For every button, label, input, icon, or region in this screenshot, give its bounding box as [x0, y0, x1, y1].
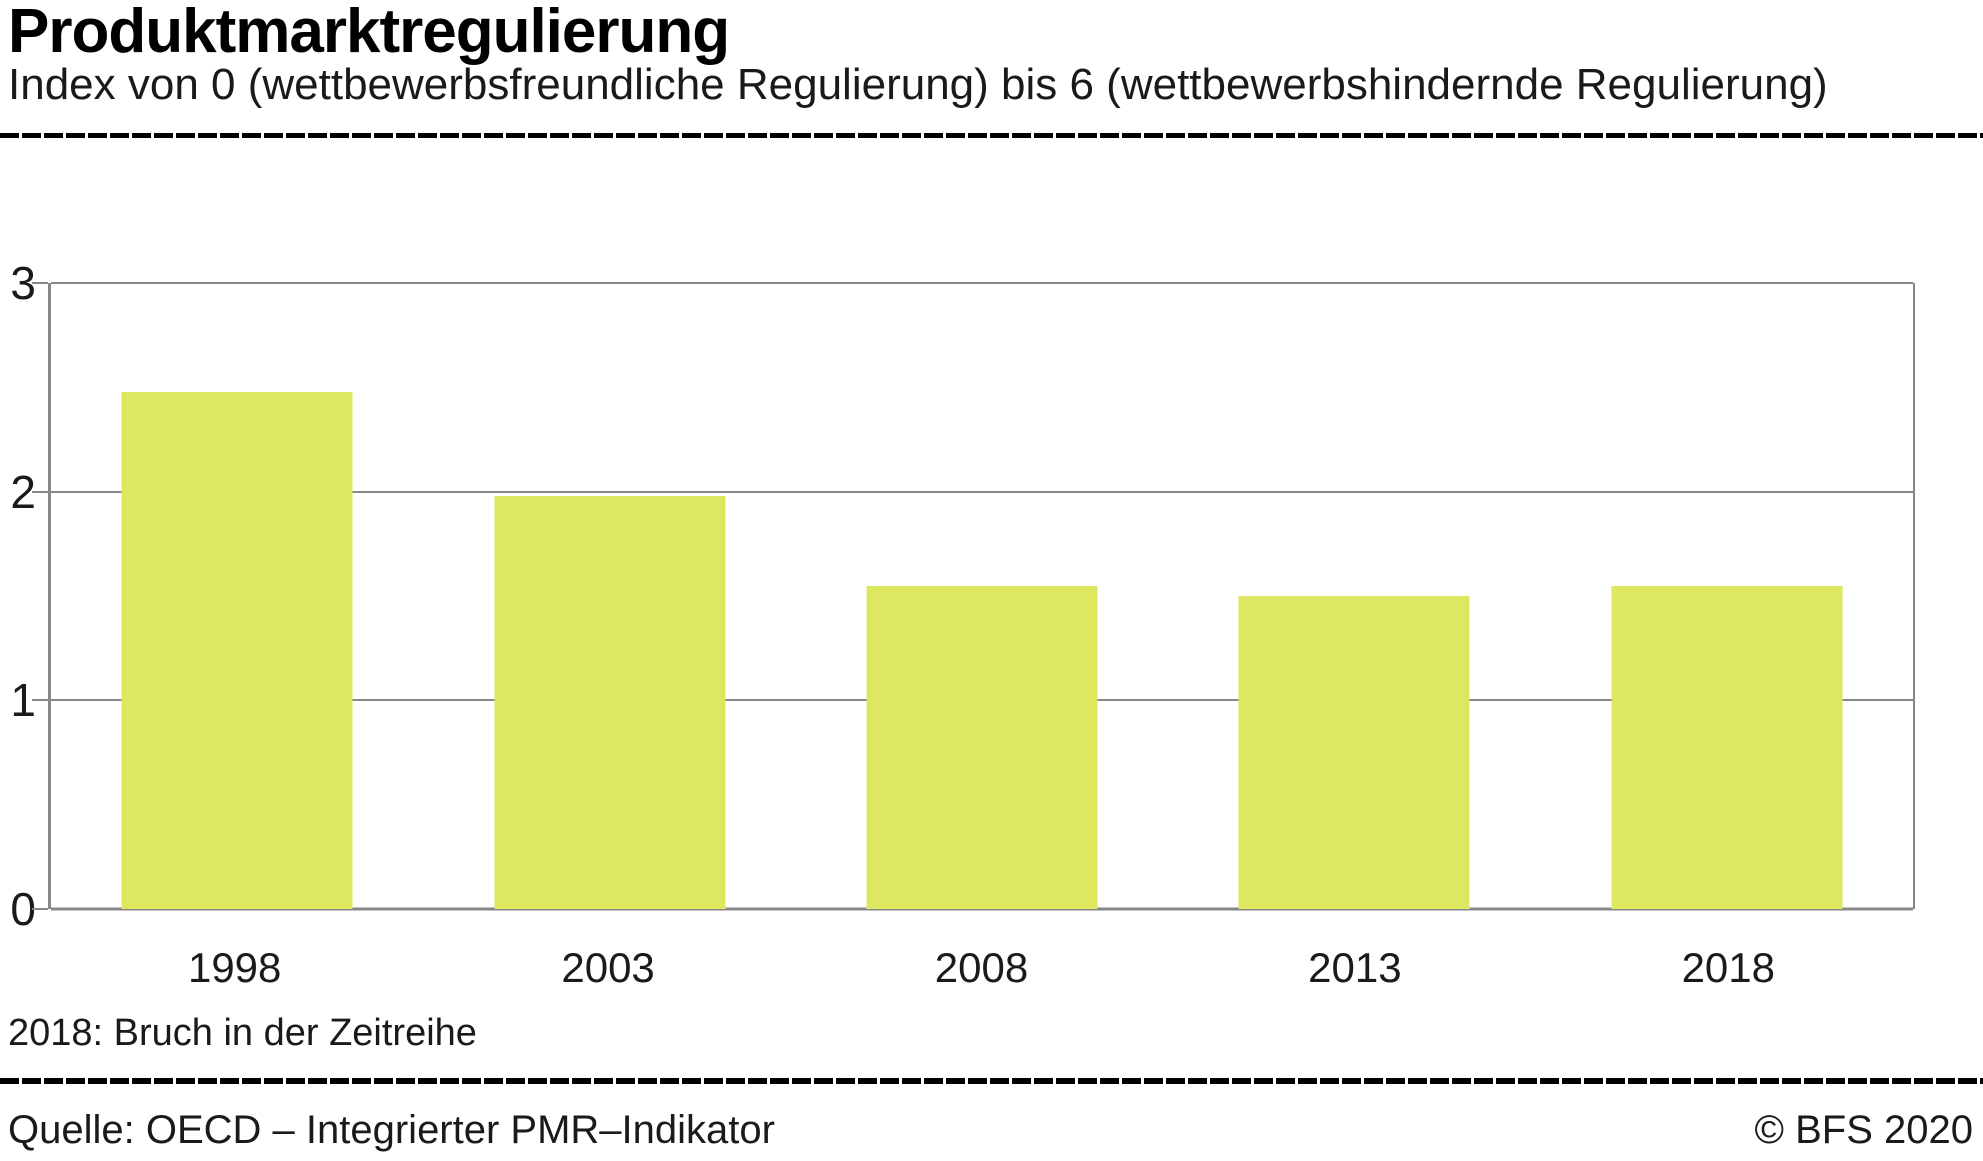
x-axis-baseline [51, 907, 1913, 911]
bar-slot [1541, 283, 1913, 909]
x-tick-label-2003: 2003 [561, 944, 655, 991]
x-tick-label-2013: 2013 [1308, 944, 1402, 991]
x-tick-label-2008: 2008 [934, 944, 1029, 991]
source-note: Quelle: OECD – Integrierter PMR–Indikato… [8, 1108, 775, 1152]
bar-2008 [866, 585, 1098, 909]
bar-1998 [121, 391, 353, 909]
bar-2018 [1611, 585, 1843, 909]
chart-footnote: 2018: Bruch in der Zeitreihe [8, 1012, 477, 1054]
y-axis-tick [32, 699, 48, 702]
top-divider-line [0, 133, 1983, 138]
bar-slot [51, 283, 423, 909]
x-axis-labels: 1998 2003 2008 2013 2018 [48, 944, 1915, 994]
copyright-note: © BFS 2020 [1754, 1108, 1973, 1152]
bar-slot [796, 283, 1168, 909]
gridline [51, 490, 1913, 493]
y-tick-label: 2 [10, 465, 36, 518]
bottom-divider-line [0, 1078, 1983, 1084]
bar-2013 [1238, 596, 1470, 909]
page-subtitle: Index von 0 (wettbewerbsfreundliche Regu… [8, 60, 1828, 109]
gridline [51, 282, 1913, 284]
bar-2003 [494, 495, 726, 909]
y-tick-label: 0 [10, 883, 36, 935]
y-axis-tick [32, 490, 48, 493]
y-tick-label: 3 [10, 257, 36, 309]
plot-area [32, 282, 1915, 911]
y-axis-tick [32, 908, 48, 910]
bar-slot [1168, 283, 1540, 909]
y-axis-labels: 0 1 2 3 [0, 260, 36, 932]
y-tick-label: 1 [10, 674, 36, 727]
x-tick-label-2018: 2018 [1681, 944, 1775, 991]
y-axis-tick [32, 282, 48, 284]
bar-slot [423, 283, 795, 909]
page-title: Produktmarktregulierung [8, 0, 730, 66]
x-tick-label-1998: 1998 [187, 944, 282, 991]
